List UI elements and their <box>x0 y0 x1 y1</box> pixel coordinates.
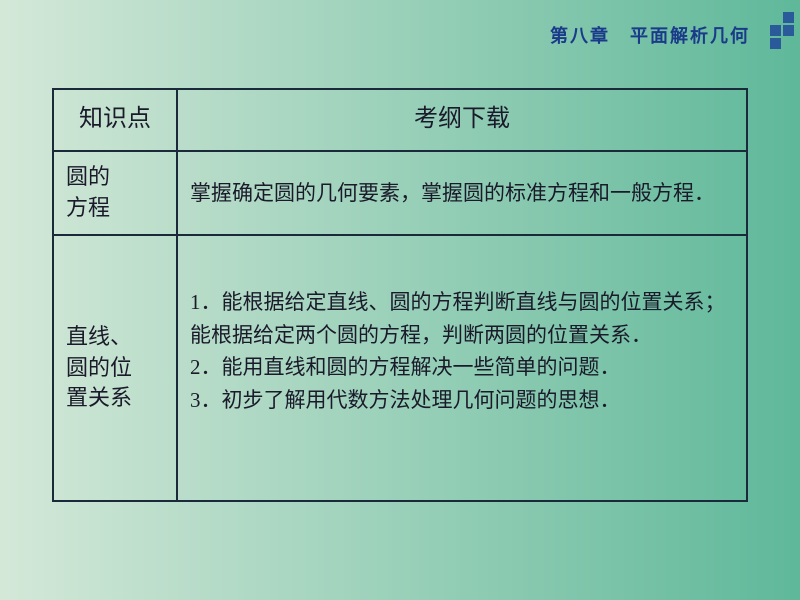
column-header-topic: 知识点 <box>53 89 177 151</box>
syllabus-table: 知识点 考纲下载 圆的方程 掌握确定圆的几何要素，掌握圆的标准方程和一般方程． … <box>52 88 748 502</box>
list-item: 3．初步了解用代数方法处理几何问题的思想． <box>190 384 734 417</box>
table-row: 直线、圆的位置关系 1．能根据给定直线、圆的方程判断直线与圆的位置关系；能根据给… <box>53 235 747 501</box>
chapter-title: 第八章 平面解析几何 <box>550 22 750 48</box>
content-cell: 掌握确定圆的几何要素，掌握圆的标准方程和一般方程． <box>177 151 747 235</box>
content-cell: 1．能根据给定直线、圆的方程判断直线与圆的位置关系；能根据给定两个圆的方程，判断… <box>177 235 747 501</box>
table-row: 圆的方程 掌握确定圆的几何要素，掌握圆的标准方程和一般方程． <box>53 151 747 235</box>
list-item: 2．能用直线和圆的方程解决一些简单的问题． <box>190 351 734 384</box>
topic-cell: 直线、圆的位置关系 <box>53 235 177 501</box>
topic-cell: 圆的方程 <box>53 151 177 235</box>
corner-decoration <box>754 12 794 52</box>
column-header-content: 考纲下载 <box>177 89 747 151</box>
list-item: 1．能根据给定直线、圆的方程判断直线与圆的位置关系；能根据给定两个圆的方程，判断… <box>190 286 734 351</box>
